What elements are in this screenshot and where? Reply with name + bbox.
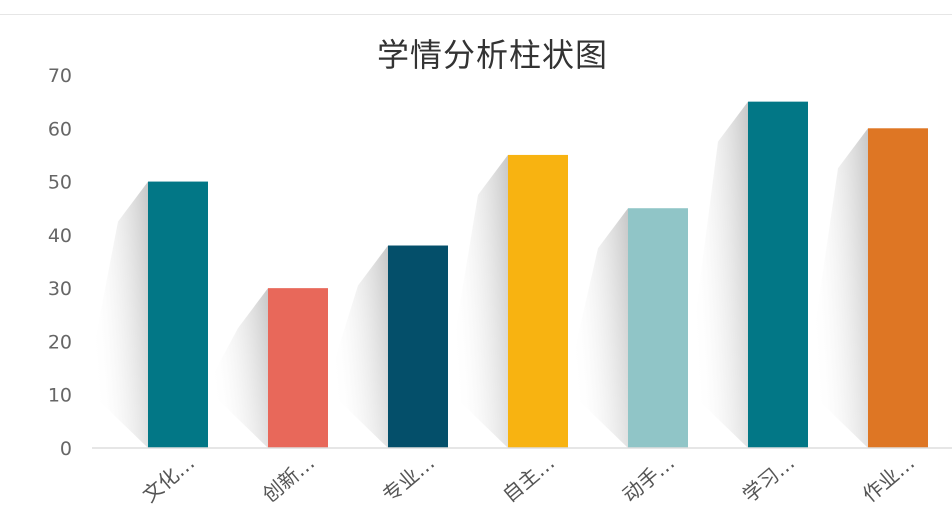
bar: [628, 208, 688, 448]
bar: [868, 128, 928, 449]
bar: [748, 101, 808, 449]
x-tick-label: 创新…: [258, 450, 319, 507]
bar-shadow: [806, 128, 868, 449]
y-tick-label: 20: [48, 331, 72, 353]
bar-shadow: [446, 154, 508, 448]
y-tick-label: 30: [48, 278, 72, 300]
y-tick-label: 60: [48, 118, 72, 140]
bar: [148, 181, 208, 449]
bar-shadow: [206, 288, 268, 448]
x-tick-label: 文化…: [138, 450, 199, 507]
bar: [268, 288, 328, 448]
bar-shadow: [326, 245, 388, 448]
top-divider: [0, 14, 952, 15]
x-tick-label: 自主…: [498, 450, 559, 507]
x-tick-label: 专业…: [378, 450, 439, 507]
y-tick-label: 0: [60, 438, 72, 460]
bar-shadow: [686, 101, 748, 449]
x-tick-label: 作业…: [858, 450, 919, 507]
bar: [388, 245, 448, 448]
chart-title: 学情分析柱状图: [376, 36, 608, 74]
bar-shadow: [86, 181, 148, 449]
y-tick-label: 50: [48, 172, 72, 194]
y-tick-label: 10: [48, 385, 72, 407]
bar-shadow: [566, 208, 628, 448]
x-tick-label: 学习…: [738, 450, 799, 507]
y-tick-label: 70: [48, 65, 72, 87]
x-tick-label: 动手…: [618, 450, 679, 507]
y-tick-label: 40: [48, 225, 72, 247]
bar: [508, 154, 568, 448]
